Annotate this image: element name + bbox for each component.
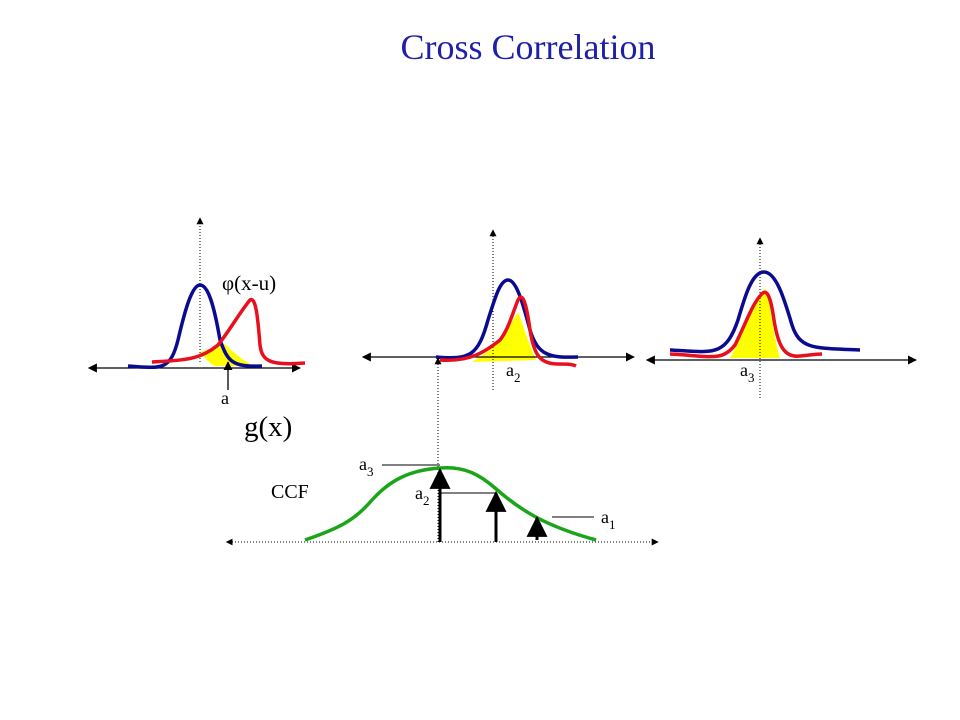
template-curve-2	[435, 278, 579, 360]
label-a2-ccf-base: a	[415, 483, 423, 503]
label-a2-top-sub: 2	[514, 370, 521, 385]
label-a: a	[221, 388, 229, 408]
shifted-curve-3	[669, 290, 823, 359]
ccf-label: CCF	[271, 481, 309, 503]
overlap-fill-3	[730, 289, 780, 358]
slide-title: Cross Correlation	[400, 27, 656, 67]
label-a2-ccf: a2	[415, 483, 430, 508]
label-a1-ccf-sub: 1	[609, 517, 616, 532]
label-a3-ccf-sub: 3	[367, 464, 374, 479]
label-a3-top: a3	[740, 360, 755, 385]
label-a2-ccf-sub: 2	[423, 493, 430, 508]
panel-2: a2	[361, 229, 635, 390]
panel-1: φ(x-u) a	[87, 217, 306, 408]
ccf-curve	[304, 466, 597, 542]
label-a3-ccf-base: a	[359, 454, 367, 474]
label-a1-ccf: a1	[601, 507, 616, 532]
label-a2-top-base: a	[506, 360, 514, 380]
g-label: g(x)	[244, 411, 292, 443]
phi-label: φ(x-u)	[222, 271, 276, 295]
ccf-panel: g(x) CCF a3 a2 a1	[225, 357, 659, 546]
template-curve-3	[669, 270, 861, 354]
panel-3: a3	[645, 237, 917, 398]
template-curve-1	[127, 283, 263, 370]
label-a3-top-sub: 3	[748, 370, 755, 385]
label-a3-top-base: a	[740, 360, 748, 380]
label-a1-ccf-base: a	[601, 507, 609, 527]
label-a2-top: a2	[506, 360, 521, 385]
shifted-curve-1	[151, 298, 306, 366]
label-a3-ccf: a3	[359, 454, 374, 479]
shifted-curve-2	[439, 295, 577, 368]
